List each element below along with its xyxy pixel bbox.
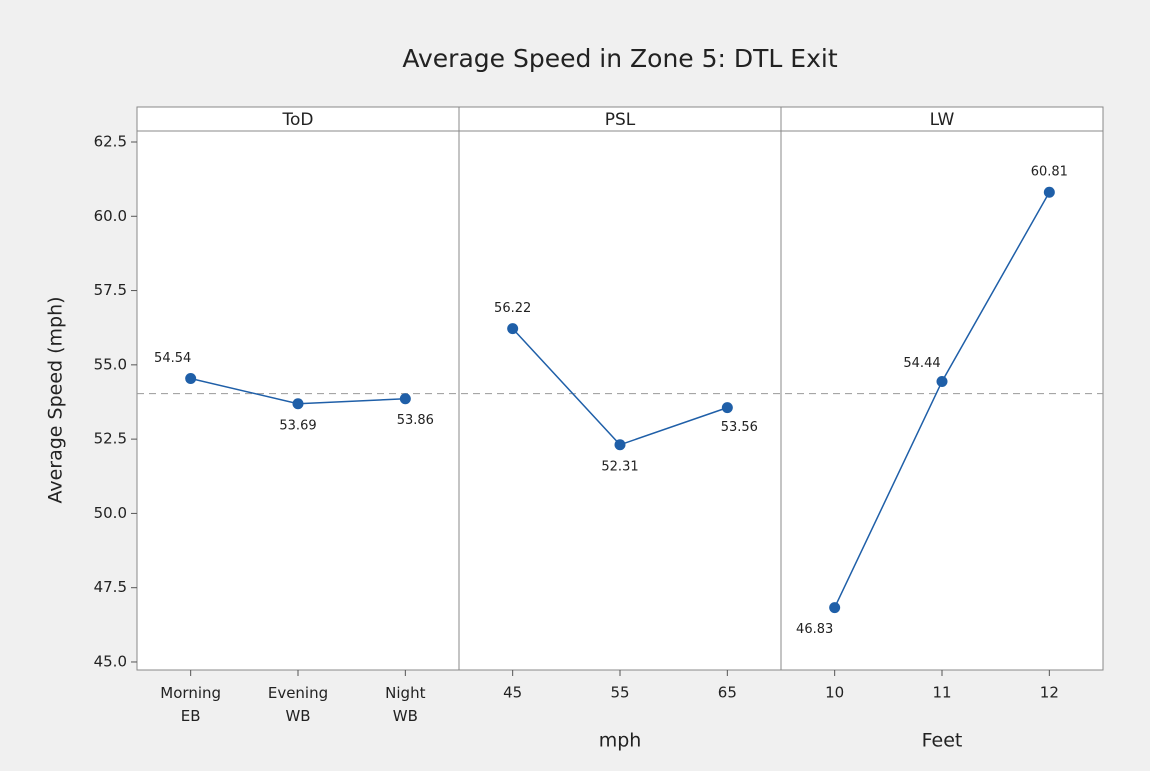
x-tick-label: 55	[610, 684, 629, 702]
plot-area	[136, 106, 1104, 671]
data-point	[507, 323, 519, 335]
x-axis-label: Feet	[922, 730, 963, 752]
data-label: 54.44	[903, 356, 940, 371]
panel-title: PSL	[605, 110, 636, 130]
x-axis-label: mph	[599, 730, 642, 752]
data-point	[1043, 186, 1055, 198]
data-label: 60.81	[1031, 165, 1068, 180]
chart-title: Average Speed in Zone 5: DTL Exit	[402, 44, 837, 73]
y-tick-label: 62.5	[94, 132, 127, 150]
data-label: 53.69	[279, 418, 316, 433]
y-tick-label: 55.0	[94, 355, 127, 373]
data-point	[292, 398, 304, 410]
data-label: 53.56	[721, 420, 758, 435]
y-tick-label: 52.5	[94, 430, 127, 448]
y-tick-label: 60.0	[94, 207, 127, 225]
panel-title: LW	[930, 110, 955, 130]
y-tick-label: 57.5	[94, 281, 127, 299]
data-point	[399, 393, 411, 405]
data-label: 56.22	[494, 301, 531, 316]
y-tick-label: 50.0	[94, 504, 127, 522]
data-point	[614, 439, 626, 451]
x-tick-label: Night WB	[385, 684, 425, 725]
data-label: 52.31	[601, 459, 638, 474]
data-point	[185, 373, 197, 385]
x-tick-label: Morning EB	[160, 684, 221, 725]
data-label: 53.86	[397, 413, 434, 428]
x-tick-label: 65	[718, 684, 737, 702]
data-point	[829, 602, 841, 614]
x-tick-label: 10	[825, 684, 844, 702]
x-tick-label: 12	[1040, 684, 1059, 702]
data-label: 54.54	[154, 351, 191, 366]
y-axis-label: Average Speed (mph)	[45, 296, 67, 503]
x-tick-label: 45	[503, 684, 522, 702]
x-tick-label: Evening WB	[268, 684, 328, 725]
data-point	[721, 402, 733, 414]
panel-title: ToD	[282, 110, 314, 130]
data-point	[936, 375, 948, 387]
y-tick-label: 47.5	[94, 578, 127, 596]
x-tick-label: 11	[932, 684, 951, 702]
data-label: 46.83	[796, 622, 833, 637]
y-tick-label: 45.0	[94, 652, 127, 670]
